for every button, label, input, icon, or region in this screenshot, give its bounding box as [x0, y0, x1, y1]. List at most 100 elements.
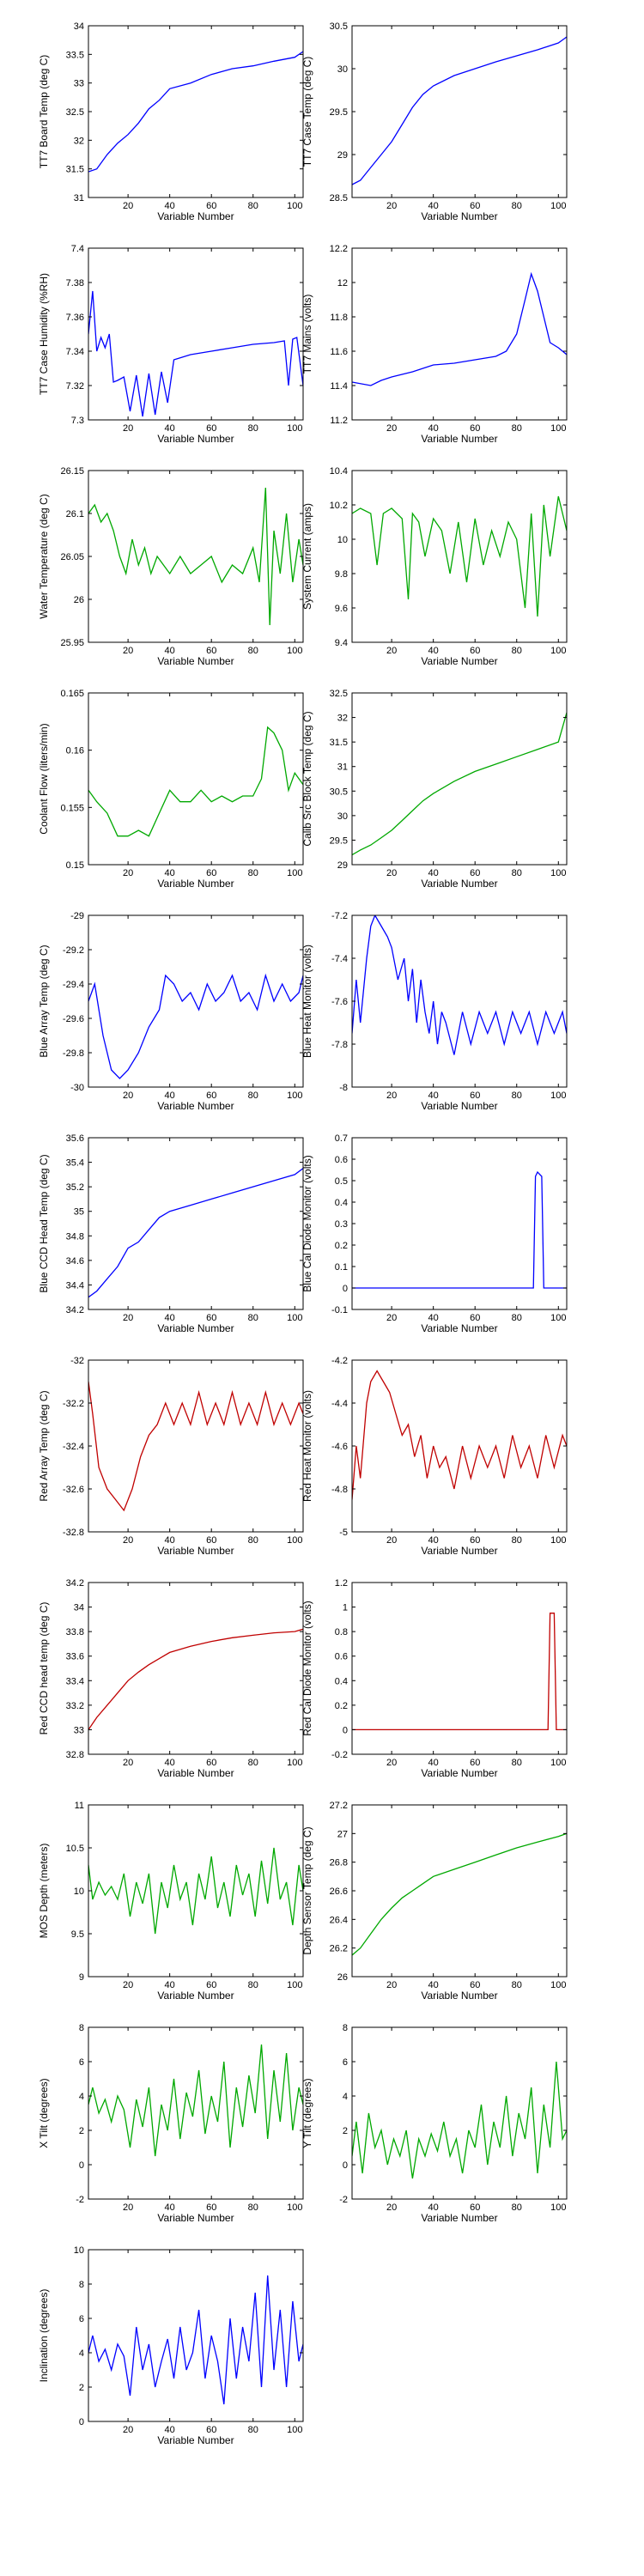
y-axis-label: Coolant Flow (liters/min)	[38, 723, 50, 834]
y-tick-label: 26.4	[330, 1915, 348, 1925]
x-tick-label: 20	[386, 1313, 397, 1323]
x-axis-label: Variable Number	[421, 2212, 497, 2224]
x-tick-label: 60	[470, 1535, 480, 1546]
y-tick-label: 26.1	[66, 509, 84, 519]
y-tick-label: 0.6	[335, 1155, 348, 1165]
x-axis-label: Variable Number	[421, 1322, 497, 1334]
y-axis-label: Water Temperature (deg C)	[38, 494, 50, 618]
y-axis-label: Y Tilt (degrees)	[301, 2078, 313, 2148]
y-tick-label: 26.15	[60, 466, 84, 477]
y-axis-label: Blue Heat Monitor (volts)	[301, 945, 313, 1058]
x-tick-label: 40	[165, 646, 175, 656]
series-line	[352, 2061, 567, 2179]
chart-panel-12: 20 40 60 80 100 -0.1 0 0.1 0.2 0.3 0.4 0.5 0.6 0.7 Var…	[301, 1133, 568, 1334]
y-tick-label: 0.4	[335, 1198, 348, 1208]
y-tick-label: 31	[337, 762, 348, 773]
x-tick-label: 80	[248, 868, 258, 878]
y-tick-label: 9.4	[335, 638, 348, 648]
y-tick-label: 7.34	[66, 347, 84, 357]
y-tick-label: 6	[343, 2057, 348, 2068]
y-tick-label: 25.95	[60, 638, 84, 648]
x-tick-label: 60	[206, 423, 216, 434]
y-tick-label: -32.2	[63, 1399, 84, 1409]
y-tick-label: 32	[74, 136, 84, 146]
series-line	[88, 1381, 303, 1512]
y-tick-label: 31.5	[330, 738, 348, 748]
chart-panel-7: 20 40 60 80 100 0.15 0.155 0.16 0.165 Variable Nu…	[38, 689, 304, 890]
x-axis-label: Variable Number	[157, 1322, 234, 1334]
x-axis-label: Variable Number	[421, 655, 497, 667]
x-tick-label: 60	[206, 2202, 216, 2213]
series-line	[88, 290, 303, 417]
y-tick-label: 0.6	[335, 1652, 348, 1662]
series-line	[352, 1613, 567, 1731]
x-tick-label: 60	[470, 646, 480, 656]
series-line	[88, 973, 303, 1079]
y-tick-label: 32.5	[66, 107, 84, 118]
x-tick-label: 20	[386, 2202, 397, 2213]
y-tick-label: 30.5	[330, 787, 348, 797]
x-tick-label: 60	[206, 868, 216, 878]
chart-panel-17: 20 40 60 80 100 9 9.5 10 10.5 11 Variable Number MO…	[38, 1801, 304, 2002]
x-tick-label: 20	[386, 1758, 397, 1768]
y-tick-label: 0.15	[66, 860, 84, 871]
x-tick-label: 80	[512, 1758, 522, 1768]
chart-panel-10: 20 40 60 80 100 -8 -7.8 -7.6 -7.4 -7.2 Variable Nu…	[301, 911, 568, 1112]
axes-frame	[88, 470, 304, 643]
series-line	[352, 915, 567, 1055]
x-tick-label: 80	[248, 1535, 258, 1546]
y-axis-label: TT7 Board Temp (deg C)	[38, 55, 50, 169]
y-tick-label: 33.4	[66, 1676, 84, 1686]
x-tick-label: 80	[512, 423, 522, 434]
x-tick-label: 100	[287, 1758, 302, 1768]
y-tick-label: -32.8	[63, 1528, 84, 1538]
y-tick-label: 0	[343, 2160, 348, 2171]
y-tick-label: 30.5	[330, 21, 348, 32]
y-axis-label: Red Cal Diode Monitor (volts)	[301, 1601, 313, 1735]
axes-frame	[88, 692, 304, 866]
chart-panel-19: 20 40 60 80 100 -2 0 2 4 6 8 Variable Number X Tilt …	[38, 2023, 304, 2224]
y-tick-label: 26.2	[330, 1944, 348, 1954]
x-tick-label: 100	[287, 2202, 302, 2213]
x-tick-label: 100	[287, 646, 302, 656]
y-tick-label: 35.4	[66, 1158, 84, 1169]
axes-frame	[88, 25, 304, 198]
y-tick-label: 0	[79, 2160, 84, 2171]
x-axis-label: Variable Number	[421, 1100, 497, 1112]
x-tick-label: 100	[550, 1091, 566, 1101]
y-tick-label: -7.6	[331, 997, 348, 1007]
y-tick-label: 6	[79, 2314, 84, 2324]
x-tick-label: 20	[123, 1535, 133, 1546]
x-tick-label: 40	[428, 1313, 439, 1323]
x-tick-label: 20	[386, 646, 397, 656]
x-tick-label: 40	[165, 868, 175, 878]
x-axis-label: Variable Number	[157, 655, 234, 667]
y-tick-label: -7.4	[331, 954, 348, 964]
y-tick-label: -0.2	[331, 1750, 348, 1760]
chart-panel-15: 20 40 60 80 100 32.8 33 33.2 33.4 33.6 33.8 34 34.2 V…	[38, 1578, 304, 1779]
x-tick-label: 40	[165, 1758, 175, 1768]
axes-frame	[351, 25, 568, 198]
axes-frame	[351, 1582, 568, 1755]
x-tick-label: 100	[550, 1980, 566, 1990]
y-tick-label: 27.2	[330, 1801, 348, 1811]
y-tick-label: -32	[70, 1356, 84, 1366]
x-axis-label: Variable Number	[157, 2434, 234, 2446]
chart-panel-2: 20 40 60 80 100 28.5 29 29.5 30 30.5 Variable Numb…	[301, 21, 568, 222]
x-tick-label: 20	[123, 2425, 133, 2435]
y-axis-label: Blue Array Temp (deg C)	[38, 945, 50, 1057]
y-tick-label: -4.2	[331, 1356, 348, 1366]
y-tick-label: 29.5	[330, 107, 348, 118]
y-tick-label: 10	[74, 1886, 84, 1897]
y-tick-label: 9.5	[71, 1929, 84, 1940]
x-tick-label: 20	[123, 423, 133, 434]
x-tick-label: 40	[165, 423, 175, 434]
x-tick-label: 80	[248, 1313, 258, 1323]
series-line	[88, 1628, 303, 1730]
y-axis-label: Red Array Temp (deg C)	[38, 1390, 50, 1501]
axes-frame	[88, 247, 304, 421]
x-tick-label: 40	[165, 2202, 175, 2213]
y-tick-label: 34.4	[66, 1280, 84, 1291]
axes-frame	[351, 692, 568, 866]
x-tick-label: 100	[287, 423, 302, 434]
